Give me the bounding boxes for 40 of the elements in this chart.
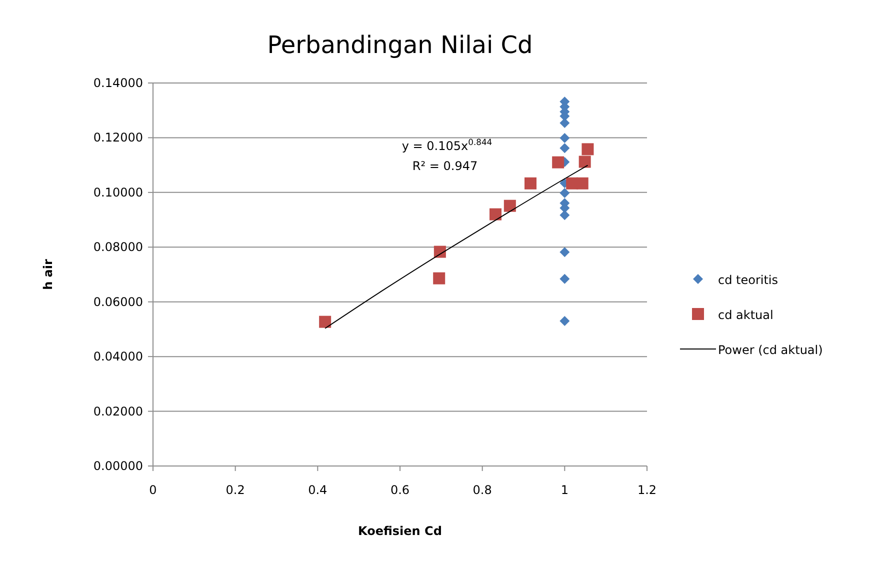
point — [560, 188, 570, 198]
point — [504, 200, 516, 212]
y-tick-label: 0.10000 — [93, 185, 143, 200]
x-tick-label: 1.2 — [637, 483, 657, 497]
legend-label: Power (cd aktual) — [718, 343, 823, 357]
point — [560, 132, 570, 143]
y-tick-label: 0.04000 — [93, 350, 143, 364]
x-tick-label: 0 — [149, 483, 157, 497]
point — [578, 156, 591, 168]
y-tick-label: 0.06000 — [93, 294, 143, 309]
point — [524, 177, 536, 190]
x-axis-title: Koefisien Cd — [358, 524, 442, 538]
y-tick-label: 0.08000 — [93, 240, 143, 254]
point — [560, 210, 570, 220]
legend-label: cd teoritis — [718, 273, 778, 287]
point — [490, 208, 502, 220]
point — [582, 143, 594, 156]
y-axis-title: h air — [41, 259, 55, 290]
point — [560, 143, 570, 154]
y-tick-label: 0.00000 — [93, 459, 143, 473]
point — [434, 246, 446, 258]
legend-label: cd aktual — [718, 308, 774, 322]
x-tick-label: 0.4 — [308, 483, 328, 497]
y-tick-label: 0.14000 — [93, 76, 143, 90]
y-tick-label: 0.02000 — [93, 404, 143, 418]
point — [560, 316, 570, 326]
y-tick-label: 0.12000 — [93, 130, 143, 145]
x-tick-label: 1 — [560, 483, 568, 497]
point — [319, 316, 332, 328]
annotation: y = 0.105x$^{0.844}$ — [402, 137, 492, 153]
chart-title: Perbandingan Nilai Cd — [267, 31, 533, 59]
x-tick-label: 0.6 — [390, 483, 410, 497]
x-tick-label: 0.2 — [226, 483, 245, 497]
x-tick-label: 0.8 — [472, 483, 492, 497]
point — [552, 156, 564, 168]
point — [560, 274, 570, 284]
point — [560, 247, 570, 258]
point — [433, 272, 446, 284]
annotation: R² = 0.947 — [412, 159, 478, 173]
point — [576, 177, 588, 190]
